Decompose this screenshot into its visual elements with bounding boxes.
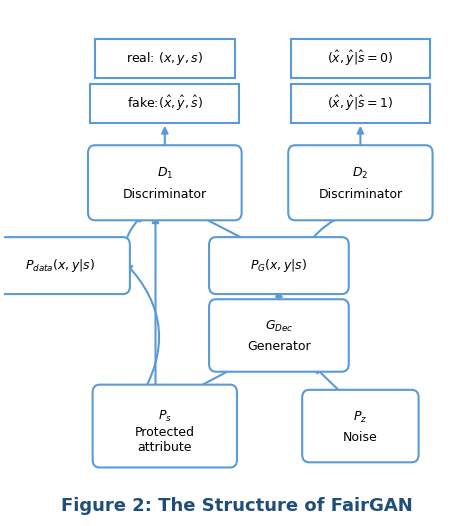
FancyBboxPatch shape <box>91 84 239 123</box>
Text: $P_z$: $P_z$ <box>353 410 367 425</box>
Text: Figure 2: The Structure of FairGAN: Figure 2: The Structure of FairGAN <box>61 497 413 515</box>
FancyBboxPatch shape <box>302 390 419 462</box>
Text: real: $(x,y,s)$: real: $(x,y,s)$ <box>127 50 203 67</box>
FancyBboxPatch shape <box>92 385 237 468</box>
Text: $(\hat{x},\hat{y}|\hat{s}=1)$: $(\hat{x},\hat{y}|\hat{s}=1)$ <box>328 94 393 113</box>
Text: fake:$(\hat{x},\hat{y},\hat{s})$: fake:$(\hat{x},\hat{y},\hat{s})$ <box>127 94 203 113</box>
FancyBboxPatch shape <box>0 237 130 294</box>
Text: Discriminator: Discriminator <box>319 188 402 201</box>
Text: $P_s$: $P_s$ <box>158 408 172 423</box>
Text: Protected
attribute: Protected attribute <box>135 426 195 453</box>
Text: $D_1$: $D_1$ <box>156 166 173 181</box>
Text: Generator: Generator <box>247 340 311 353</box>
FancyBboxPatch shape <box>291 84 430 123</box>
FancyBboxPatch shape <box>209 299 349 372</box>
Text: Noise: Noise <box>343 431 378 444</box>
Text: $P_G(x,y|s)$: $P_G(x,y|s)$ <box>250 257 308 274</box>
Text: $P_{data}(x,y|s)$: $P_{data}(x,y|s)$ <box>25 257 95 274</box>
Text: Discriminator: Discriminator <box>123 188 207 201</box>
FancyBboxPatch shape <box>95 39 235 78</box>
Text: $G_{Dec}$: $G_{Dec}$ <box>264 319 293 335</box>
Text: $(\hat{x},\hat{y}|\hat{s}=0)$: $(\hat{x},\hat{y}|\hat{s}=0)$ <box>328 49 393 68</box>
FancyBboxPatch shape <box>291 39 430 78</box>
Text: $D_2$: $D_2$ <box>352 166 368 181</box>
FancyBboxPatch shape <box>288 145 433 220</box>
FancyBboxPatch shape <box>88 145 242 220</box>
FancyBboxPatch shape <box>209 237 349 294</box>
